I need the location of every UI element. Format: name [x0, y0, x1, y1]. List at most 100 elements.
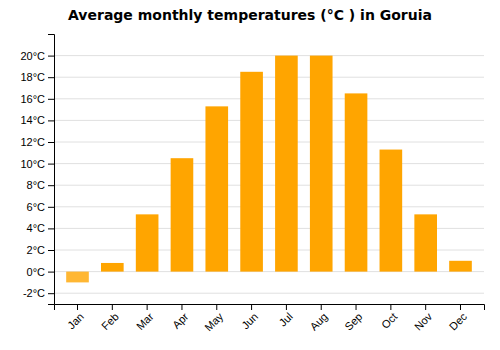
- x-tick: Oct: [379, 304, 400, 331]
- x-tick: Dec: [447, 304, 470, 333]
- bar: [101, 263, 124, 272]
- y-tick: 20°C: [20, 50, 54, 62]
- x-tick-label: Mar: [134, 310, 156, 332]
- grid-line: [54, 185, 484, 186]
- x-axis: Jan Feb Mar Apr May Jun Jul Aug Sep Oct Nov Dec: [55, 304, 485, 333]
- title: Average monthly temperatures (°C ) in Go…: [68, 7, 432, 23]
- y-tick-label: 4°C: [27, 222, 46, 234]
- grid: [54, 56, 484, 294]
- bar: [136, 214, 159, 271]
- grid-line: [54, 98, 484, 99]
- x-tick-mark: [356, 304, 357, 310]
- x-tick: May: [202, 304, 226, 333]
- bar: [66, 272, 89, 283]
- x-tick: Jul: [277, 304, 295, 329]
- y-tick-mark: [48, 250, 54, 251]
- x-tick-mark: [147, 304, 148, 310]
- x-tick-mark: [425, 304, 426, 310]
- x-tick-mark: [112, 304, 113, 310]
- x-tick-mark: [390, 304, 391, 310]
- x-tick-label: Dec: [447, 310, 470, 333]
- chart: -2°C 0°C 2°C 4°C 6°C 8°C 10°C 12°C 14°C 16°C 18°C 2…: [0, 0, 500, 350]
- bars: [66, 56, 472, 283]
- y-tick: 0°C: [27, 266, 54, 278]
- y-tick-label: 16°C: [20, 93, 45, 105]
- y-tick-label: 8°C: [27, 179, 46, 191]
- y-axis-line: [48, 35, 55, 305]
- y-tick: -2°C: [23, 287, 54, 299]
- bar: [310, 56, 333, 272]
- y-tick-mark: [48, 56, 54, 57]
- x-tick-mark: [460, 304, 461, 310]
- y-tick-mark: [48, 120, 54, 121]
- x-tick: Jan: [65, 304, 86, 331]
- x-tick-label: Sep: [342, 310, 364, 332]
- bar: [380, 150, 403, 272]
- y-tick-mark: [48, 164, 54, 165]
- y-tick: 12°C: [20, 136, 54, 148]
- x-tick-label: Nov: [412, 310, 435, 333]
- grid-line: [54, 206, 484, 207]
- y-tick-label: -2°C: [23, 287, 45, 299]
- x-tick-label: Jun: [239, 310, 260, 331]
- y-tick: 8°C: [27, 179, 54, 191]
- bar: [171, 158, 194, 271]
- y-tick: 6°C: [27, 201, 54, 213]
- x-axis-line: [55, 305, 485, 311]
- x-tick-label: Jan: [65, 310, 86, 331]
- x-tick: Jun: [239, 304, 260, 331]
- grid-line: [54, 163, 484, 164]
- y-tick: 16°C: [20, 93, 54, 105]
- bar: [205, 106, 228, 271]
- x-tick-mark: [181, 304, 182, 310]
- grid-line: [54, 55, 484, 56]
- y-tick-mark: [48, 293, 54, 294]
- x-tick-label: Apr: [170, 310, 191, 331]
- y-tick: 4°C: [27, 222, 54, 234]
- x-tick-label: Jul: [277, 310, 295, 328]
- x-tick-label: May: [202, 310, 226, 334]
- x-tick-mark: [286, 304, 287, 310]
- y-tick-mark: [48, 99, 54, 100]
- y-tick-label: 0°C: [27, 266, 46, 278]
- grid-line: [54, 142, 484, 143]
- y-tick-label: 6°C: [27, 201, 46, 213]
- y-tick-label: 10°C: [20, 158, 45, 170]
- x-tick-mark: [251, 304, 252, 310]
- y-tick-mark: [48, 272, 54, 273]
- y-tick: 18°C: [20, 71, 54, 83]
- y-tick: 2°C: [27, 244, 54, 256]
- x-tick: Apr: [170, 304, 191, 331]
- grid-line: [54, 77, 484, 78]
- grid-line: [54, 120, 484, 121]
- y-tick-label: 18°C: [20, 71, 45, 83]
- x-tick-mark: [321, 304, 322, 310]
- y-tick-mark: [48, 77, 54, 78]
- x-tick: Mar: [134, 304, 156, 332]
- x-tick-label: Oct: [379, 310, 400, 331]
- y-axis: -2°C 0°C 2°C 4°C 6°C 8°C 10°C 12°C 14°C 16°C 18°C 2…: [20, 35, 54, 305]
- y-tick-label: 2°C: [27, 244, 46, 256]
- bar: [414, 214, 437, 271]
- y-tick-label: 14°C: [20, 114, 45, 126]
- x-tick: Feb: [99, 304, 121, 332]
- x-tick-label: Feb: [99, 310, 121, 332]
- y-tick-mark: [48, 207, 54, 208]
- y-tick: 14°C: [20, 114, 54, 126]
- bar: [275, 56, 298, 272]
- x-tick-label: Aug: [307, 310, 329, 332]
- grid-line: [54, 293, 484, 294]
- y-tick-label: 12°C: [20, 136, 45, 148]
- x-tick: Sep: [342, 304, 364, 333]
- y-tick-mark: [48, 185, 54, 186]
- plot: -2°C 0°C 2°C 4°C 6°C 8°C 10°C 12°C 14°C 16°C 18°C 2…: [20, 35, 484, 334]
- x-tick-mark: [216, 304, 217, 310]
- x-tick-mark: [77, 304, 78, 310]
- bar: [345, 93, 368, 271]
- bar: [449, 261, 472, 272]
- y-tick: 10°C: [20, 158, 54, 170]
- x-tick: Aug: [307, 304, 329, 333]
- y-tick-mark: [48, 142, 54, 143]
- x-tick: Nov: [412, 304, 435, 333]
- y-tick-label: 20°C: [20, 50, 45, 62]
